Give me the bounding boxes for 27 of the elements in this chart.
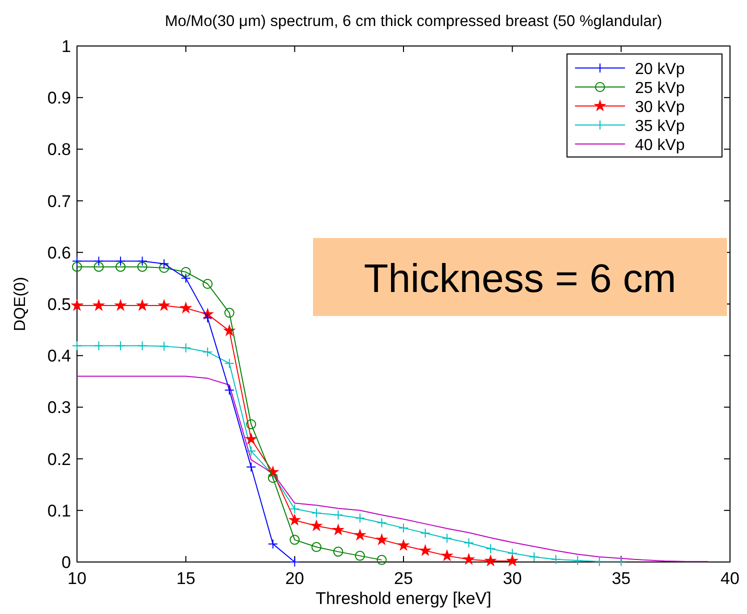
legend-label: 40 kVp [635, 137, 685, 154]
y-tick-label: 0.5 [47, 295, 71, 314]
chart-title: Mo/Mo(30 μm) spectrum, 6 cm thick compressed breast (50 %glandular) [164, 13, 662, 30]
legend-label: 20 kVp [635, 61, 685, 78]
annotation: Thickness = 6 cm [364, 257, 676, 301]
y-axis-title: DQE(0) [12, 276, 29, 332]
x-tick-label: 20 [285, 569, 304, 588]
y-tick-label: 0.1 [47, 501, 71, 520]
y-tick-label: 0.8 [47, 140, 71, 160]
x-tick-label: 40 [720, 569, 740, 588]
y-tick-label: 0.2 [47, 450, 71, 469]
x-tick-label: 25 [394, 569, 413, 588]
legend-label: 35 kVp [635, 118, 685, 135]
y-tick-label: 0.6 [47, 243, 71, 262]
y-tick-label: 0.3 [47, 398, 71, 418]
legend-label: 25 kVp [635, 80, 685, 97]
y-tick-label: 0.9 [47, 88, 71, 108]
y-tick-label: 0 [62, 553, 71, 572]
y-tick-label: 1 [62, 37, 71, 56]
y-tick-label: 0.7 [47, 192, 71, 211]
x-tick-label: 30 [502, 569, 522, 588]
x-tick-label: 35 [612, 569, 631, 588]
y-tick-label: 0.4 [47, 346, 71, 366]
legend-label: 30 kVp [635, 99, 685, 116]
x-tick-label: 10 [68, 569, 86, 588]
x-tick-label: 15 [176, 569, 196, 588]
x-axis-title: Threshold energy [keV] [316, 589, 492, 608]
